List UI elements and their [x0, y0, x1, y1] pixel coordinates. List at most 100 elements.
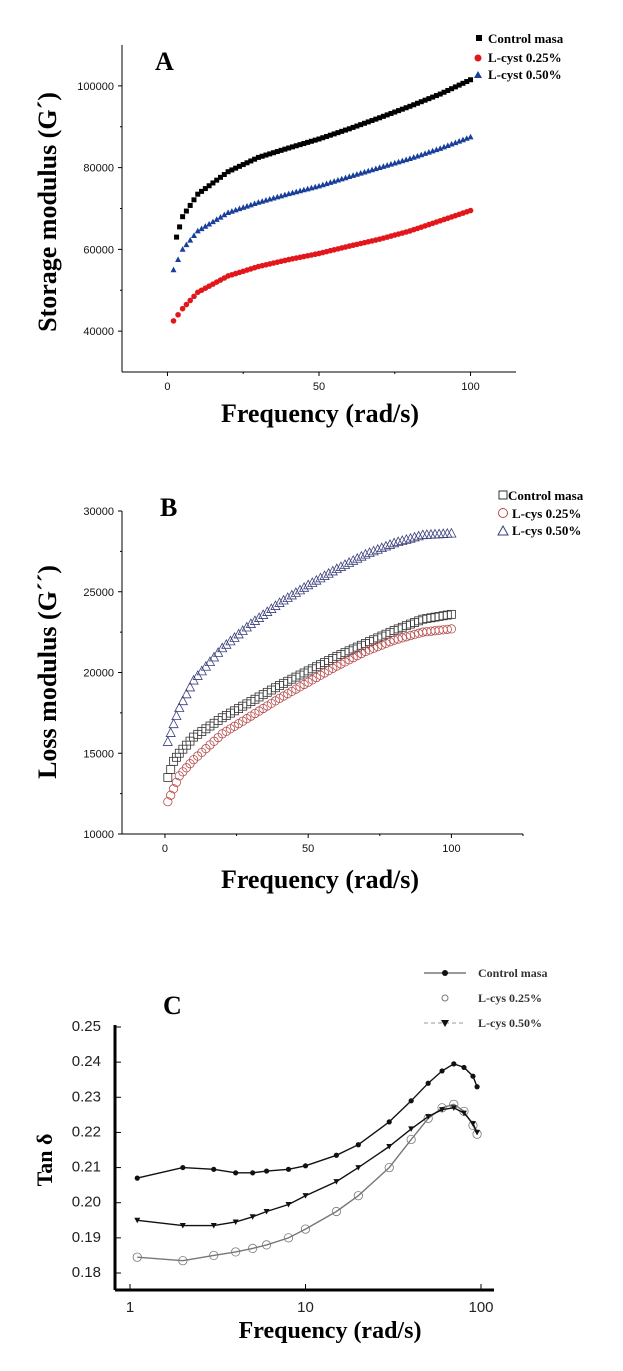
panel-b-series-2-point	[397, 535, 408, 545]
panel-a-series-0-point	[464, 79, 470, 85]
legend-c-control-marker	[442, 970, 448, 976]
panel-b-series-2-point	[274, 597, 285, 607]
panel-c-series-2-point	[333, 1179, 340, 1185]
panel-a-series-0-point	[289, 144, 295, 150]
panel-c-series-1-point	[331, 1206, 342, 1217]
panel-b-series-1-point	[352, 651, 362, 661]
panel-b-series-2-point	[249, 615, 261, 625]
panel-b-series-2-point	[266, 603, 277, 613]
panel-c-series-1-point	[132, 1252, 142, 1262]
panel-a-series-0-point	[426, 96, 432, 102]
panel-a-series-2-point	[190, 232, 197, 238]
panel-a-letter: A	[155, 47, 174, 76]
panel-b-series-2-point	[364, 547, 375, 557]
panel-b-series-0-point	[446, 609, 456, 619]
panel-a-series-0-point	[183, 208, 189, 214]
panel-b-series-1-point	[364, 645, 375, 655]
legend-b-050-marker	[497, 524, 509, 536]
panel-a-xtick-label: 0	[164, 381, 170, 393]
panel-b-series-2-point	[343, 557, 355, 567]
panel-c-letter: C	[163, 991, 182, 1020]
panel-a-series-2-point	[437, 145, 444, 151]
panel-b-series-2-point	[409, 531, 420, 542]
panel-c-series-0-point	[439, 1068, 445, 1074]
panel-a-series-0-point	[377, 115, 383, 121]
panel-b-series-2-point	[376, 542, 387, 553]
legend-c-025: L-cys 0.25%	[478, 991, 542, 1005]
panel-a-series-1-point	[170, 318, 177, 324]
panel-b-series-1-point	[369, 643, 379, 653]
panel-c-series-0-point	[470, 1073, 476, 1079]
legend-a-025-marker	[474, 54, 482, 62]
panel-a-series-0-point	[240, 162, 246, 168]
panel-b-series-1-point	[373, 642, 383, 652]
panel-b: B 10000 15000 20000 25000 30000 0 50 100 Loss m…	[33, 488, 584, 894]
panel-a-series-0-point	[445, 87, 451, 93]
panel-c-series-2-point	[425, 1114, 432, 1120]
panel-b-series-2-point	[315, 572, 326, 583]
panel-a-series-0-point	[350, 124, 356, 130]
panel-c-series-2-point	[285, 1201, 292, 1208]
panel-b-series-2-point	[184, 681, 196, 692]
panel-a-series-0-point	[180, 214, 186, 220]
panel-a-series-2-point	[179, 246, 186, 252]
panel-b-series-2-point	[181, 688, 192, 699]
panel-a-series-2-point	[170, 266, 177, 273]
panel-a-ytick-label: 80000	[83, 163, 114, 175]
panel-a-series-0-point	[271, 150, 277, 156]
panel-b-series-1-point	[168, 784, 179, 794]
panel-a-series-2-point	[194, 227, 201, 234]
panel-b-series-1-point	[397, 633, 407, 643]
panel-a-series-0-point	[388, 110, 394, 116]
panel-a-series-0-point	[308, 138, 314, 144]
panel-a-series-0-point	[430, 94, 436, 100]
panel-c-ytick-label: 0.21	[72, 1159, 101, 1176]
panel-a-series-0-point	[399, 106, 405, 112]
panel-b-series-1-point	[356, 648, 366, 659]
panel-c-series-0-point	[474, 1084, 480, 1090]
legend-b-050: L-cys 0.50%	[512, 523, 581, 538]
panel-a-series-0-point	[392, 109, 398, 115]
panel-b-series-1-point	[446, 624, 456, 634]
panel-b-series-2-point	[165, 727, 176, 737]
panel-c-series-0-point	[386, 1119, 392, 1125]
panel-a-series-0-point	[403, 105, 409, 111]
panel-b-series-1-point	[166, 790, 176, 800]
panel-b-series-2-point	[258, 609, 269, 619]
panel-b-series-2-point	[384, 539, 396, 549]
panel-a-series-0-point	[206, 183, 212, 189]
panel-b-series-2-point	[303, 579, 314, 590]
panel-c-xtick-label: 10	[297, 1299, 314, 1316]
panel-a-series-0-point	[361, 120, 367, 126]
panel-a-y-label: Storage modulus (G´)	[33, 92, 62, 332]
panel-a-series-0-point	[407, 103, 413, 109]
panel-c-ytick-label: 0.20	[72, 1194, 101, 1211]
panel-b-series-2-point	[237, 625, 248, 635]
panel-a-series-0-point	[460, 80, 466, 86]
legend-a-control: Control masa	[488, 31, 564, 46]
panel-b-xtick-label: 50	[302, 843, 314, 855]
panel-a-series-0-point	[415, 100, 420, 106]
panel-a-series-0-point	[380, 113, 386, 119]
panel-b-series-2-point	[241, 621, 252, 632]
panel-a-series-2-point	[456, 138, 463, 144]
panel-b-series-2-point	[171, 710, 182, 721]
panel-a-series-0-point	[248, 158, 254, 164]
panel-a-series-2-point	[467, 133, 474, 140]
panel-a-xtick-label: 50	[313, 381, 325, 393]
panel-c-series-0-point	[451, 1061, 457, 1067]
panel-b-series-2-point	[221, 638, 232, 649]
legend-a-025: L-cyst 0.25%	[488, 50, 562, 65]
panel-b-series-2-point	[319, 570, 330, 580]
panel-c-xtick-label: 100	[468, 1299, 493, 1316]
panel-c-series-0-point	[461, 1064, 467, 1071]
panel-c-xtick-label: 1	[126, 1299, 134, 1316]
panel-a-series-0-point	[422, 97, 428, 103]
panel-b-series-1-point	[332, 661, 342, 671]
panel-b-series-2-point	[348, 554, 359, 565]
panel-b-series-2-point	[372, 543, 383, 554]
panel-a-series-0-point	[346, 126, 352, 132]
panel-c-series-1-point	[300, 1224, 311, 1234]
panel-b-series-1-point	[336, 659, 346, 669]
panel-b-series-1-point	[393, 634, 403, 644]
